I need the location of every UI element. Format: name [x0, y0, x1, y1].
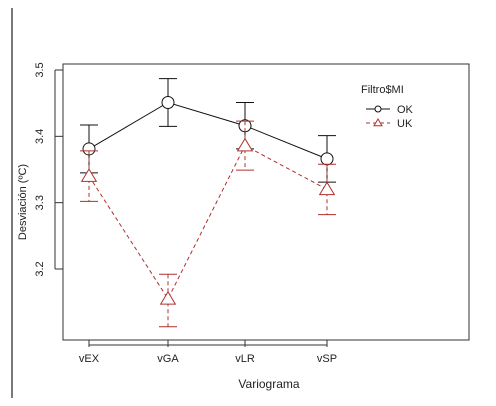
x-tick-label: vLR [235, 353, 255, 365]
series-layer [80, 78, 336, 328]
legend-marker [374, 105, 382, 113]
data-point [80, 168, 98, 182]
data-point [159, 290, 177, 305]
data-point [320, 152, 334, 166]
y-tick-label: 3.2 [34, 261, 46, 276]
x-tick-label: vSP [317, 353, 337, 365]
plot-frame [62, 63, 470, 341]
legend-title: Filtro$MI [361, 84, 404, 96]
x-axis: vEX vGA vLR vSP [79, 340, 337, 365]
y-axis-label: Desviación (ºC) [17, 164, 29, 240]
legend-entry: UK [397, 118, 413, 130]
data-point [82, 142, 96, 156]
series-ok [80, 78, 336, 183]
data-point [236, 137, 254, 152]
legend: Filtro$MI OK UK [361, 84, 414, 130]
y-tick-label: 3.3 [34, 195, 46, 210]
legend-marker [373, 118, 383, 127]
series-line [88, 144, 328, 300]
legend-entry: OK [397, 104, 414, 116]
data-point [161, 96, 175, 110]
series-uk [80, 120, 336, 328]
x-axis-label: Variograma [238, 377, 299, 391]
data-point [318, 181, 336, 196]
y-tick-label: 3.4 [34, 129, 46, 144]
x-tick-label: vGA [157, 353, 179, 365]
y-tick-label: 3.5 [34, 62, 46, 77]
x-tick-label: vEX [79, 353, 100, 365]
y-axis: 3.2 3.3 3.4 3.5 [34, 62, 63, 277]
series-line [88, 101, 328, 160]
